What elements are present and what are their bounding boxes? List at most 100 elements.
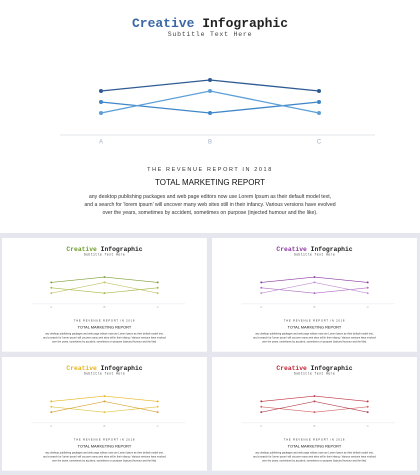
data-point [156,286,159,289]
title-rest: Infographic [100,245,143,254]
data-point [313,281,316,284]
body-line: any desktop publishing packages and web … [88,194,332,200]
x-tick-label: C [157,424,159,428]
data-point [317,100,321,104]
x-tick-label: C [157,305,159,309]
x-tick-label: B [314,305,316,309]
data-point [103,411,106,414]
slide-title: Creative Infographic [0,16,420,31]
data-point [366,286,369,289]
title-accent: Creative [276,364,307,373]
report-label: THE REVENUE REPORT IN 2018 [73,438,136,442]
data-point [313,292,316,295]
data-point [313,400,316,403]
x-tick-label: C [367,424,369,428]
title-rest: Infographic [202,16,289,31]
data-point [103,276,106,279]
data-point [317,89,321,93]
data-point [50,405,53,408]
heading: TOTAL MARKETING REPORT [77,443,132,449]
data-point [366,411,369,414]
title-accent: Creative [276,245,307,254]
series-line [100,90,320,114]
heading: TOTAL MARKETING REPORT [287,324,342,330]
x-tick-label: B [314,424,316,428]
subtitle: Subtitle Text Here [293,253,336,257]
slide-title: Creative Infographic [2,246,207,253]
data-point [366,281,369,284]
x-tick-label: B [104,305,106,309]
data-point [103,395,106,398]
report-label: THE REVENUE REPORT IN 2018 [283,438,346,442]
line-chart: A B C [31,276,186,309]
x-tick-label: A [260,424,262,428]
body-text: any desktop publishing packages and web … [2,332,207,344]
slide-title: Creative Infographic [212,246,417,253]
subtitle: Subtitle Text Here [83,253,126,257]
series-line [51,401,158,413]
data-point [156,405,159,408]
slide: Creative Infographic Subtitle Text Here A B… [212,238,417,352]
body-line: and a search for 'lorem ipsum' will unco… [43,336,166,340]
heading: TOTAL MARKETING REPORT [155,178,265,187]
slide-title: Creative Infographic [2,365,207,372]
series-line [51,282,158,294]
data-point [208,111,212,115]
data-point [103,281,106,284]
body-line: any desktop publishing packages and web … [255,332,374,336]
body-line: over the years, sometimes by accident, s… [51,340,157,344]
data-point [313,276,316,279]
body-line: over the years, sometimes by accident, s… [261,340,367,344]
body-line: over the years, sometimes by accident, s… [102,210,318,216]
x-tick-label: C [317,140,322,146]
report-label: THE REVENUE REPORT IN 2018 [283,319,346,323]
data-point [260,405,263,408]
body-text: any desktop publishing packages and web … [0,193,420,217]
data-point [313,411,316,414]
data-point [50,281,53,284]
body-line: over the years, sometimes by accident, s… [261,459,367,463]
series-line [261,282,368,294]
data-point [366,400,369,403]
subtitle: Subtitle Text Here [293,372,336,376]
data-point [260,292,263,295]
title-accent: Creative [66,364,97,373]
x-tick-label: A [99,140,103,146]
line-chart: A B C [241,395,396,428]
data-point [366,292,369,295]
data-point [317,111,321,115]
data-point [50,411,53,414]
title-accent: Creative [66,245,97,254]
report-label: THE REVENUE REPORT IN 2018 [147,167,273,173]
body-line: any desktop publishing packages and web … [45,332,164,336]
data-point [313,395,316,398]
subtitle: Subtitle Text Here [83,372,126,376]
body-line: any desktop publishing packages and web … [45,451,164,455]
data-point [260,286,263,289]
data-point [99,111,103,115]
data-point [156,411,159,414]
x-tick-label: A [50,424,52,428]
body-text: any desktop publishing packages and web … [2,451,207,463]
data-point [208,89,212,93]
slide: Creative Infographic Subtitle Text Here A B… [2,357,207,471]
data-point [260,400,263,403]
line-chart: A B C [241,276,396,309]
body-line: and a search for 'lorem ipsum' will unco… [253,336,376,340]
data-point [260,281,263,284]
slide: Creative Infographic Subtitle Text Here A B… [212,357,417,471]
title-rest: Infographic [310,245,353,254]
data-point [366,405,369,408]
x-tick-label: C [367,305,369,309]
body-text: any desktop publishing packages and web … [212,332,417,344]
body-line: over the years, sometimes by accident, s… [51,459,157,463]
heading: TOTAL MARKETING REPORT [287,443,342,449]
x-tick-label: A [50,305,52,309]
body-line: any desktop publishing packages and web … [255,451,374,455]
data-point [156,292,159,295]
data-point [156,400,159,403]
line-chart: A B C [31,395,186,428]
data-point [103,400,106,403]
body-text: any desktop publishing packages and web … [212,451,417,463]
